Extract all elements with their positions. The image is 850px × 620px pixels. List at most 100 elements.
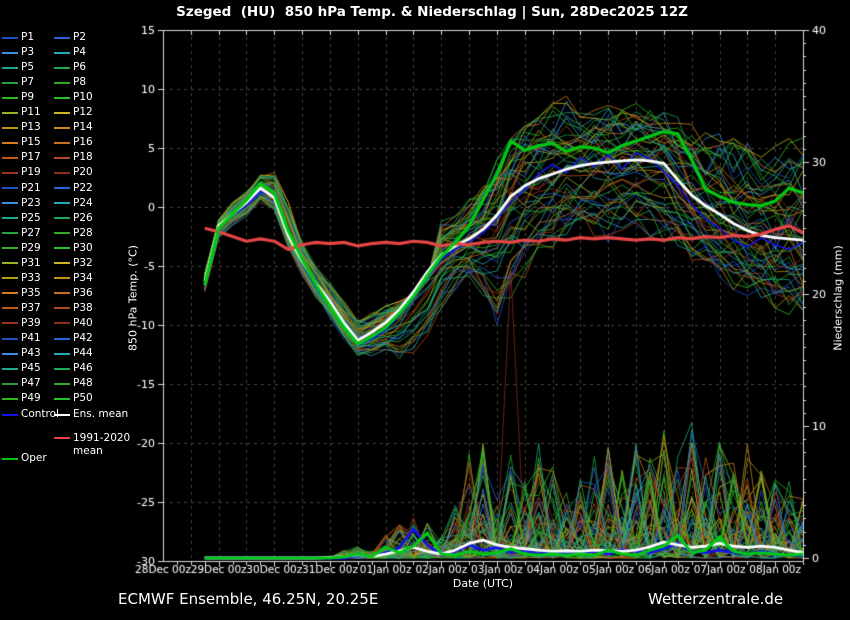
legend-swatch-control xyxy=(2,413,18,416)
legend-item-p33: P33 xyxy=(2,272,41,285)
legend-item-p22: P22 xyxy=(54,182,93,195)
legend-label-p21: P21 xyxy=(21,181,41,194)
legend-label-p28: P28 xyxy=(73,226,93,239)
legend-label-p22: P22 xyxy=(73,181,93,194)
legend-label-p15: P15 xyxy=(21,136,41,149)
legend-item-p46: P46 xyxy=(54,362,93,375)
legend-swatch-p13 xyxy=(2,126,18,129)
legend-label-p26: P26 xyxy=(73,211,93,224)
legend-swatch-p36 xyxy=(54,292,70,295)
legend-label-p23: P23 xyxy=(21,196,41,209)
ensemble-legend: P1 P2 P3 P4 P5 P6 P7 P8 P9 P10 P11 P12 P13 P14 P15 P16 P… xyxy=(0,0,130,480)
legend-item-p25: P25 xyxy=(2,212,41,225)
legend-item-ens-mean: Ens. mean xyxy=(54,408,128,421)
legend-swatch-p41 xyxy=(2,337,18,340)
legend-item-oper: Oper xyxy=(2,452,47,465)
legend-item-p7: P7 xyxy=(2,76,34,89)
legend-item-p44: P44 xyxy=(54,347,93,360)
legend-item-p41: P41 xyxy=(2,332,41,345)
legend-label-p18: P18 xyxy=(73,151,93,164)
legend-label-p30: P30 xyxy=(73,241,93,254)
legend-item-p45: P45 xyxy=(2,362,41,375)
legend-label-p47: P47 xyxy=(21,377,41,390)
legend-item-p39: P39 xyxy=(2,317,41,330)
legend-swatch-p30 xyxy=(54,247,70,250)
legend-label-p19: P19 xyxy=(21,166,41,179)
legend-swatch-p14 xyxy=(54,126,70,129)
legend-label-p35: P35 xyxy=(21,286,41,299)
legend-item-p12: P12 xyxy=(54,106,93,119)
legend-item-p38: P38 xyxy=(54,302,93,315)
legend-swatch-p23 xyxy=(2,202,18,205)
legend-item-p35: P35 xyxy=(2,287,41,300)
legend-swatch-p24 xyxy=(54,202,70,205)
legend-swatch-p15 xyxy=(2,141,18,144)
legend-item-p20: P20 xyxy=(54,166,93,179)
legend-swatch-p22 xyxy=(54,187,70,189)
temp-axis-label: 850 hPa Temp. (°C) xyxy=(126,245,140,351)
legend-swatch-p19 xyxy=(2,171,18,174)
chart-title: Szeged (HU) 850 hPa Temp. & Niederschlag… xyxy=(176,4,688,20)
legend-label-p41: P41 xyxy=(21,332,41,344)
legend-item-p49: P49 xyxy=(2,392,41,405)
legend-item-p21: P21 xyxy=(2,182,41,195)
legend-label-p7: P7 xyxy=(21,76,35,89)
legend-label-p34: P34 xyxy=(73,271,93,284)
legend-label-p32: P32 xyxy=(73,256,93,269)
date-axis-label: Date (UTC) xyxy=(452,577,514,590)
legend-swatch-p27 xyxy=(2,232,18,235)
legend-label-p50: P50 xyxy=(73,392,93,405)
legend-swatch-p37 xyxy=(2,307,18,310)
legend-label-p17: P17 xyxy=(21,151,41,164)
legend-item-p37: P37 xyxy=(2,302,41,315)
legend-label-p2: P2 xyxy=(73,31,87,43)
legend-item-p16: P16 xyxy=(54,136,93,149)
legend-swatch-p4 xyxy=(54,51,70,54)
legend-item-p50: P50 xyxy=(54,392,93,405)
legend-swatch-p32 xyxy=(54,262,70,265)
legend-item-p17: P17 xyxy=(2,151,41,164)
legend-label-p39: P39 xyxy=(21,316,41,329)
legend-item-p8: P8 xyxy=(54,76,86,89)
legend-item-p11: P11 xyxy=(2,106,41,119)
legend-swatch-p46 xyxy=(54,367,70,370)
legend-label-ens-mean: Ens. mean xyxy=(73,408,129,420)
legend-item-p5: P5 xyxy=(2,61,34,74)
legend-swatch-p2 xyxy=(54,36,70,39)
legend-swatch-p25 xyxy=(2,217,18,220)
legend-item-p2: P2 xyxy=(54,31,86,44)
legend-label-p11: P11 xyxy=(21,106,41,119)
legend-swatch-p40 xyxy=(54,322,70,325)
legend-swatch-p11 xyxy=(2,111,18,114)
legend-swatch-p38 xyxy=(54,307,70,310)
legend-label-p36: P36 xyxy=(73,286,93,299)
legend-label-p29: P29 xyxy=(21,241,41,254)
legend-swatch-p18 xyxy=(54,156,70,159)
legend-label-p20: P20 xyxy=(73,166,93,179)
legend-swatch-p47 xyxy=(2,382,18,385)
legend-swatch-p12 xyxy=(54,111,70,114)
legend-item-p34: P34 xyxy=(54,272,93,285)
legend-label-p24: P24 xyxy=(73,196,93,209)
legend-label-p9: P9 xyxy=(21,91,35,104)
legend-swatch-p7 xyxy=(2,81,18,84)
legend-label-p10: P10 xyxy=(73,91,93,104)
legend-swatch-ens-mean xyxy=(54,413,70,416)
legend-label-p27: P27 xyxy=(21,226,41,239)
legend-item-p32: P32 xyxy=(54,257,93,270)
legend-swatch-p6 xyxy=(54,66,70,69)
legend-label-p25: P25 xyxy=(21,211,41,224)
legend-item-p40: P40 xyxy=(54,317,93,330)
legend-swatch-p3 xyxy=(2,51,18,54)
legend-item-p1: P1 xyxy=(2,31,34,44)
legend-item-p23: P23 xyxy=(2,197,41,210)
precip-axis-label: Niederschlag (mm) xyxy=(831,245,845,351)
legend-label-p31: P31 xyxy=(21,256,41,269)
model-info: ECMWF Ensemble, 46.25N, 20.25E xyxy=(118,590,379,608)
legend-swatch-p39 xyxy=(2,322,18,325)
legend-item-p9: P9 xyxy=(2,91,34,104)
legend-swatch-p8 xyxy=(54,81,70,84)
legend-label-p1: P1 xyxy=(21,31,35,43)
